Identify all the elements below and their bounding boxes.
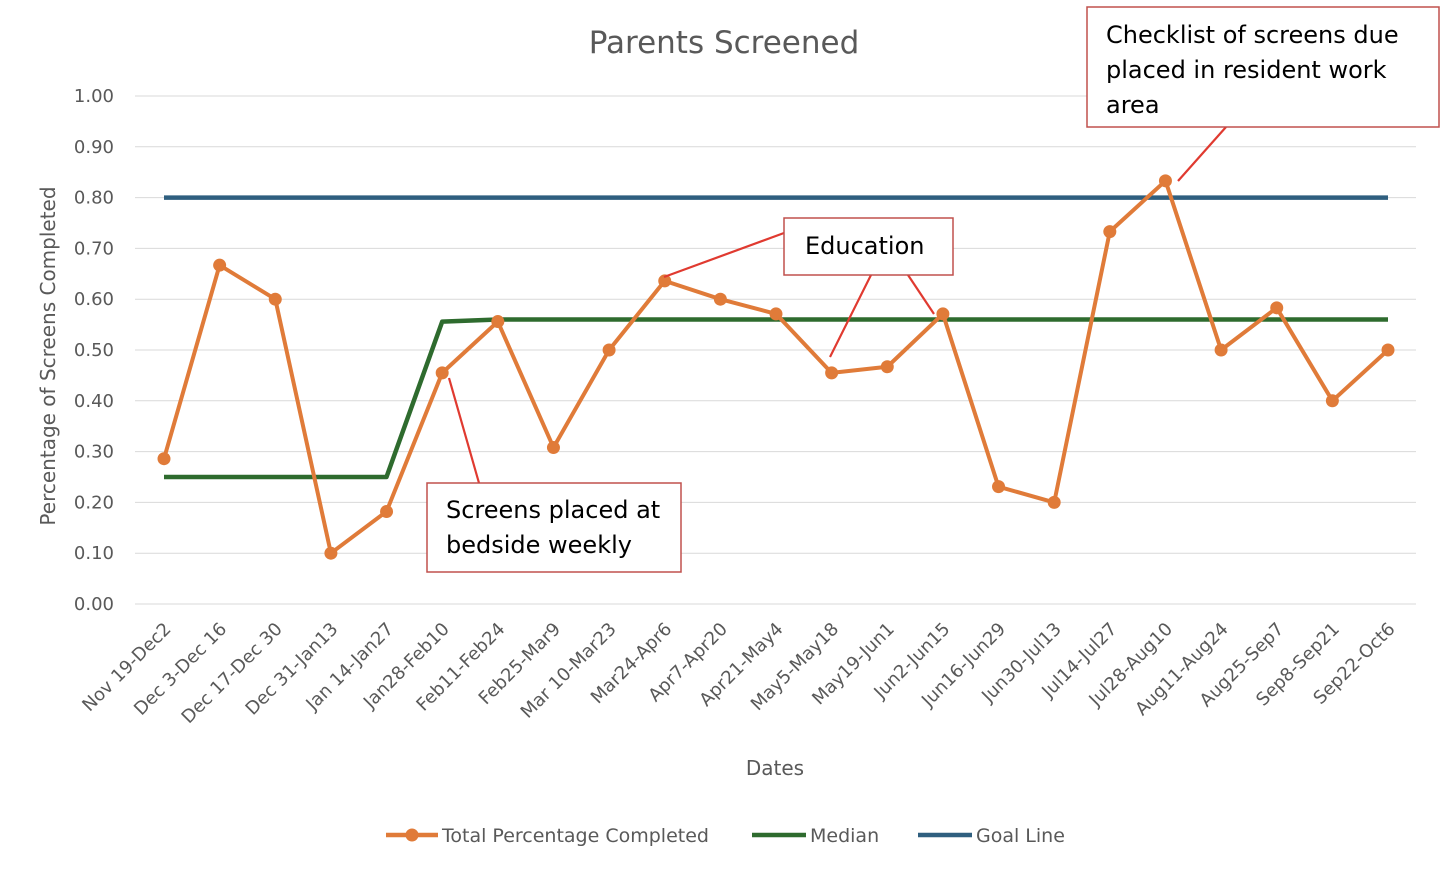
annotation-connector bbox=[1177, 126, 1227, 182]
data-point bbox=[658, 274, 672, 288]
y-axis-ticks: 0.00 0.10 0.20 0.30 0.40 0.50 0.60 0.70 0.80 0.90… bbox=[74, 86, 114, 615]
data-point bbox=[157, 452, 171, 466]
data-point bbox=[602, 343, 616, 357]
legend: Total Percentage Completed Median Goal Lin… bbox=[386, 825, 1065, 847]
annotation-text: placed in resident work bbox=[1106, 56, 1387, 84]
legend-label: Median bbox=[810, 825, 879, 847]
legend-item: Goal Line bbox=[918, 825, 1065, 847]
legend-item: Total Percentage Completed bbox=[386, 825, 709, 847]
data-point bbox=[1381, 343, 1395, 357]
annotation-text: area bbox=[1106, 91, 1160, 119]
legend-label: Total Percentage Completed bbox=[441, 825, 709, 847]
data-point bbox=[1270, 301, 1284, 315]
y-tick-label: 1.00 bbox=[74, 86, 114, 107]
data-point bbox=[491, 315, 505, 329]
legend-label: Goal Line bbox=[976, 825, 1065, 847]
annotation-connector bbox=[663, 231, 785, 279]
data-point bbox=[992, 480, 1006, 494]
y-tick-label: 0.90 bbox=[74, 137, 114, 158]
annotation-box bbox=[426, 482, 682, 573]
chart-title: Parents Screened bbox=[589, 25, 860, 61]
series-0 bbox=[157, 174, 1395, 560]
y-tick-label: 0.80 bbox=[74, 188, 114, 209]
annotation-connector bbox=[907, 274, 935, 315]
annotation-box bbox=[1086, 6, 1440, 128]
series-layer bbox=[157, 174, 1395, 560]
legend-item: Median bbox=[752, 825, 879, 847]
data-point bbox=[435, 366, 449, 380]
y-tick-label: 0.70 bbox=[74, 238, 114, 259]
annotation-text: Screens placed at bbox=[446, 496, 660, 524]
annotation-text: Education bbox=[805, 232, 924, 260]
data-point bbox=[380, 505, 394, 519]
x-tick-label: Dec 17-Dec 30 bbox=[178, 619, 287, 728]
data-point bbox=[324, 546, 338, 560]
data-point bbox=[880, 360, 894, 374]
data-point bbox=[825, 366, 839, 380]
data-point bbox=[546, 441, 560, 455]
data-point bbox=[713, 292, 727, 306]
annotation-connector bbox=[829, 274, 872, 358]
y-axis-title: Percentage of Screens Completed bbox=[36, 186, 60, 525]
data-point bbox=[268, 292, 282, 306]
annotation-layer: Checklist of screens due placed in reside… bbox=[426, 6, 1440, 573]
legend-marker bbox=[405, 828, 419, 842]
annotation-0: Checklist of screens due placed in reside… bbox=[1086, 6, 1440, 182]
data-point bbox=[1158, 174, 1172, 188]
annotation-1: Education bbox=[663, 217, 954, 358]
y-tick-label: 0.50 bbox=[74, 340, 114, 361]
y-tick-label: 0.20 bbox=[74, 492, 114, 513]
data-point bbox=[1214, 343, 1228, 357]
annotation-text: bedside weekly bbox=[446, 531, 632, 559]
data-point bbox=[936, 307, 950, 321]
y-tick-label: 0.60 bbox=[74, 289, 114, 310]
data-point bbox=[1103, 225, 1117, 239]
x-axis-title: Dates bbox=[746, 756, 804, 780]
annotation-box bbox=[783, 217, 954, 276]
x-tick-label: Mar 10-Mar23 bbox=[517, 619, 621, 723]
annotation-text: Checklist of screens due bbox=[1106, 21, 1399, 49]
series-line bbox=[164, 317, 1388, 480]
annotation-connector bbox=[447, 377, 481, 484]
data-point bbox=[213, 258, 227, 272]
y-tick-label: 0.40 bbox=[74, 391, 114, 412]
annotation-2: Screens placed at bedside weekly bbox=[426, 377, 682, 573]
data-point bbox=[1325, 394, 1339, 408]
series-1 bbox=[164, 317, 1388, 480]
y-tick-label: 0.10 bbox=[74, 543, 114, 564]
data-point bbox=[1047, 495, 1061, 509]
y-tick-label: 0.00 bbox=[74, 594, 114, 615]
data-point bbox=[769, 307, 783, 321]
y-tick-label: 0.30 bbox=[74, 442, 114, 463]
